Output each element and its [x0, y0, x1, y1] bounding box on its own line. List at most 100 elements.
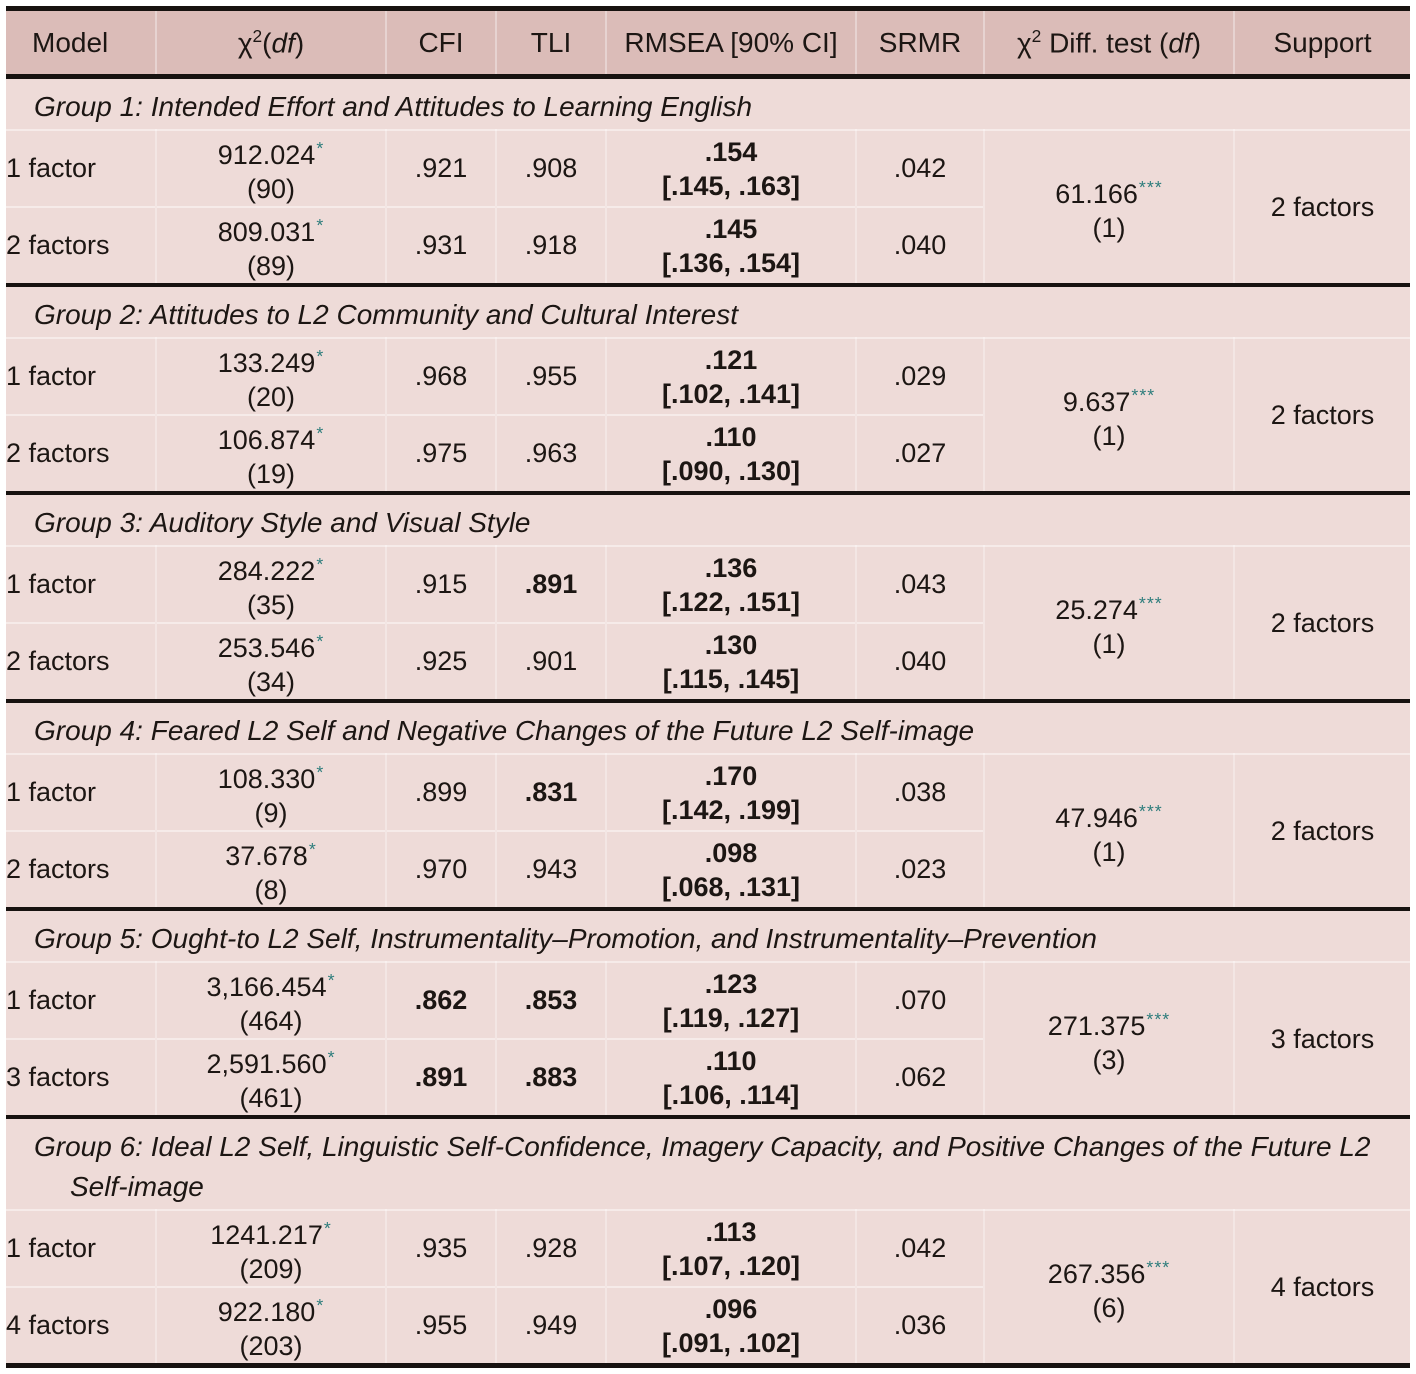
diff-df: (1): [1092, 836, 1126, 867]
header-row: Model χ2(df) CFI TLI RMSEA [90% CI] SRMR…: [6, 8, 1410, 77]
chi2-value-line: 809.031*: [157, 208, 385, 249]
significance-stars: ***: [1146, 1256, 1171, 1277]
chi-exponent: 2: [1031, 25, 1042, 46]
rmsea-cell: .098 [.068, .131]: [606, 830, 857, 909]
diff-df: (6): [1092, 1292, 1126, 1323]
group-title-row: Group 1: Intended Effort and Attitudes t…: [6, 77, 1410, 131]
rmsea-cell: .110 [.090, .130]: [606, 414, 857, 493]
diff-df: (1): [1092, 628, 1126, 659]
chi2-df: (9): [254, 798, 288, 828]
rmsea-cell: .130 [.115, .145]: [606, 622, 857, 701]
tli-cell: .883: [496, 1038, 607, 1117]
diff-value-line: 47.946***: [985, 794, 1233, 835]
chi2-df: (34): [246, 667, 295, 697]
cfi-cell: .921: [386, 129, 497, 207]
diff-value: 47.946: [1055, 802, 1138, 833]
model-cell: 1 factor: [6, 337, 157, 415]
significance-star: *: [316, 554, 325, 574]
diff-value-line: 25.274***: [985, 586, 1233, 627]
chi2-cell: 253.546* (34): [156, 622, 387, 701]
chi2-df: (8): [254, 875, 288, 905]
group-title: Group 2: Attitudes to L2 Community and C…: [34, 299, 738, 330]
header-cell-support: Support: [1273, 26, 1372, 58]
tli-cell: .901: [496, 622, 607, 701]
diff-value-line: 61.166***: [985, 170, 1233, 211]
chi2-value-line: 912.024*: [157, 131, 385, 172]
header-cell-tli: TLI: [496, 8, 607, 77]
rmsea-cell: .136 [.122, .151]: [606, 545, 857, 623]
paren-open: (: [262, 27, 272, 59]
chi2-value-line: 2,591.560*: [157, 1040, 385, 1081]
model-cell: 4 factors: [6, 1286, 157, 1366]
cfi-cell: .935: [386, 1209, 497, 1287]
rmsea-value: .170: [704, 760, 758, 791]
support-cell: 2 factors: [1234, 337, 1410, 493]
chi2-value-line: 1241.217*: [157, 1211, 385, 1252]
significance-stars: ***: [1146, 1008, 1171, 1029]
diff-value: 267.356: [1047, 1258, 1146, 1289]
support-cell: 4 factors: [1234, 1209, 1410, 1366]
significance-stars: ***: [1138, 176, 1163, 197]
diff-value: 61.166: [1055, 178, 1138, 209]
tli-cell: .955: [496, 337, 607, 415]
chi-exponent: 2: [252, 25, 263, 46]
rmsea-value: .121: [704, 344, 758, 375]
diff-df: (1): [1092, 420, 1126, 451]
diff-test-cell: 267.356*** (6): [984, 1209, 1235, 1366]
paren-close: ): [1191, 27, 1202, 59]
group-title: Group 1: Intended Effort and Attitudes t…: [34, 91, 753, 122]
tli-cell: .928: [496, 1209, 607, 1287]
support-cell: 2 factors: [1234, 129, 1410, 285]
chi2-df: (89): [246, 251, 295, 281]
significance-star: *: [316, 762, 325, 782]
rmsea-ci: [.142, .199]: [661, 794, 801, 825]
tli-cell: .963: [496, 414, 607, 493]
table-row: 1 factor 1241.217* (209) .935 .928 .113 [.…: [6, 1209, 1410, 1366]
significance-star: *: [316, 423, 325, 443]
chi-symbol: χ: [237, 27, 253, 59]
header-cell-diff-test: χ2 Diff. test (df): [984, 8, 1235, 77]
table-row: 2 factors 809.031* (89) .931 .918 .145 [.1…: [6, 206, 1410, 285]
chi2-df: (203): [239, 1331, 303, 1361]
header-cell-model: Model: [6, 8, 157, 77]
rmsea-ci: [.106, .114]: [662, 1079, 800, 1110]
rmsea-cell: .123 [.119, .127]: [606, 961, 857, 1039]
model-cell: 1 factor: [6, 753, 157, 831]
srmr-cell: .043: [856, 545, 985, 623]
group-title: Group 6: Ideal L2 Self, Linguistic Self-…: [34, 1131, 1371, 1202]
rmsea-value: .154: [704, 136, 758, 167]
rmsea-value: .098: [704, 837, 758, 868]
table-row: 1 factor 284.222* (35) .915 .891 .136 [.12…: [6, 545, 1410, 701]
group-section-3: Group 3: Auditory Style and Visual Style…: [6, 493, 1410, 701]
table-row: 2 factors 106.874* (19) .975 .963 .110 [.0…: [6, 414, 1410, 493]
chi2-df: (35): [246, 590, 295, 620]
chi2-cell: 284.222* (35): [156, 545, 387, 623]
table-header: Model χ2(df) CFI TLI RMSEA [90% CI] SRMR…: [6, 8, 1410, 77]
chi2-value: 284.222: [217, 556, 316, 586]
group-title: Group 5: Ought-to L2 Self, Instrumentali…: [34, 923, 1098, 954]
cfi-cell: .968: [386, 337, 497, 415]
table-row: 2 factors 253.546* (34) .925 .901 .130 [.1…: [6, 622, 1410, 701]
srmr-cell: .040: [856, 206, 985, 285]
significance-star: *: [316, 631, 325, 651]
df-label: df: [1168, 27, 1192, 59]
chi2-value: 253.546: [217, 633, 316, 663]
rmsea-ci: [.102, .141]: [661, 378, 801, 409]
group-title-row: Group 5: Ought-to L2 Self, Instrumentali…: [6, 909, 1410, 962]
chi2-df: (19): [246, 459, 295, 489]
chi2-cell: 1241.217* (209): [156, 1209, 387, 1287]
model-cell: 2 factors: [6, 830, 157, 909]
cfi-cell: .862: [386, 961, 497, 1039]
cfi-cell: .899: [386, 753, 497, 831]
significance-stars: ***: [1138, 800, 1163, 821]
rmsea-value: .136: [704, 552, 758, 583]
model-cell: 1 factor: [6, 961, 157, 1039]
header-cell-srmr: SRMR: [856, 8, 985, 77]
model-cell: 2 factors: [6, 622, 157, 701]
chi2-cell: 912.024* (90): [156, 129, 387, 207]
tli-cell: .918: [496, 206, 607, 285]
srmr-cell: .038: [856, 753, 985, 831]
rmsea-cell: .121 [.102, .141]: [606, 337, 857, 415]
chi2-value-line: 922.180*: [157, 1288, 385, 1329]
group-section-6: Group 6: Ideal L2 Self, Linguistic Self-…: [6, 1117, 1410, 1366]
